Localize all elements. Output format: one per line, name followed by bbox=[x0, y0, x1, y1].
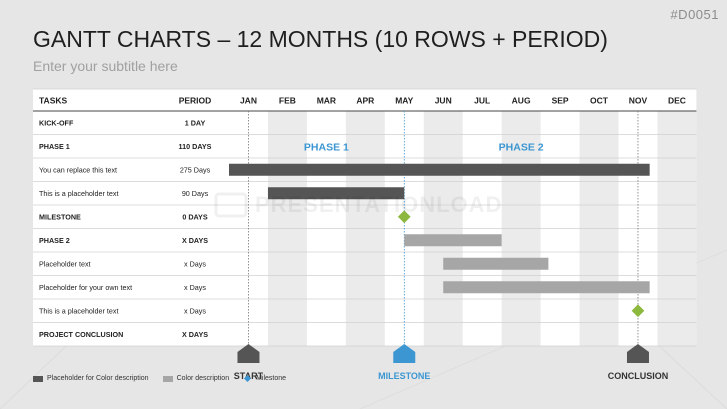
header-month-may: MAY bbox=[395, 96, 413, 106]
legend-item: Placeholder for Color description bbox=[33, 375, 149, 382]
legend: Placeholder for Color description Color d… bbox=[33, 374, 300, 383]
page-subtitle: Enter your subtitle here bbox=[33, 58, 178, 74]
row-period-value: 1 DAY bbox=[185, 118, 206, 127]
page-title: GANTT CHARTS – 12 MONTHS (10 ROWS + PERI… bbox=[33, 26, 608, 52]
phase-label: PHASE 2 bbox=[499, 142, 544, 154]
header-month-jun: JUN bbox=[435, 96, 452, 106]
row-period-value: x Days bbox=[184, 259, 206, 268]
gantt-bar bbox=[404, 234, 502, 247]
gantt-bar bbox=[229, 163, 650, 176]
row-task-label: Placeholder for your own text bbox=[39, 283, 132, 292]
header-month-jan: JAN bbox=[240, 96, 257, 106]
legend-label: Color description bbox=[176, 375, 230, 382]
phase-label: PHASE 1 bbox=[304, 142, 349, 154]
header-month-aug: AUG bbox=[512, 96, 531, 106]
legend-label: Placeholder for Color description bbox=[47, 375, 149, 382]
gantt-bar bbox=[443, 281, 650, 294]
row-period-value: 275 Days bbox=[180, 165, 211, 174]
header-month-jul: JUL bbox=[474, 96, 490, 106]
milestone-diamond bbox=[397, 210, 411, 224]
marker-shape bbox=[237, 344, 260, 363]
row-period-value: X DAYS bbox=[182, 236, 208, 245]
header-month-dec: DEC bbox=[668, 96, 686, 106]
header-month-sep: SEP bbox=[552, 96, 569, 106]
row-task-label: PHASE 2 bbox=[39, 236, 70, 245]
row-task-label: You can replace this text bbox=[39, 165, 117, 174]
legend-color-swatch bbox=[162, 375, 173, 382]
legend-item: Color description bbox=[162, 375, 230, 382]
row-task-label: Placeholder text bbox=[39, 259, 91, 268]
header-month-oct: OCT bbox=[590, 96, 609, 106]
legend-label: Milestone bbox=[256, 375, 287, 382]
row-period-value: 90 Days bbox=[182, 189, 209, 198]
gantt-bar bbox=[267, 187, 405, 200]
marker-label: MILESTONE bbox=[378, 371, 430, 381]
watermark-text: PRESENTATIONLOAD bbox=[255, 192, 502, 217]
marker-shape bbox=[393, 344, 416, 363]
header-tasks: TASKS bbox=[39, 96, 68, 106]
row-task-label: PHASE 1 bbox=[39, 142, 70, 151]
watermark-logo bbox=[214, 192, 248, 218]
header-period: PERIOD bbox=[179, 96, 212, 106]
row-period-value: X DAYS bbox=[182, 330, 208, 339]
marker-label: CONCLUSION bbox=[608, 371, 669, 381]
marker-shape bbox=[626, 344, 649, 363]
gantt-bar bbox=[443, 257, 549, 270]
header-month-feb: FEB bbox=[279, 96, 296, 106]
header-month-mar: MAR bbox=[317, 96, 336, 106]
row-period-value: 0 DAYS bbox=[182, 212, 208, 221]
row-task-label: PROJECT CONCLUSION bbox=[39, 330, 123, 339]
row-task-label: MILESTONE bbox=[39, 212, 81, 221]
slide-code: #D0051 bbox=[670, 7, 719, 22]
row-period-value: 110 DAYS bbox=[179, 142, 212, 151]
legend-item: Milestone bbox=[243, 374, 287, 383]
row-task-label: This is a placeholder text bbox=[39, 189, 119, 198]
row-task-label: KICK-OFF bbox=[39, 118, 74, 127]
legend-diamond-swatch bbox=[244, 374, 252, 383]
header-month-nov: NOV bbox=[629, 96, 648, 106]
header-month-apr: APR bbox=[356, 96, 374, 106]
row-period-value: x Days bbox=[184, 306, 206, 315]
row-period-value: x Days bbox=[184, 283, 206, 292]
row-task-label: This is a placeholder text bbox=[39, 306, 119, 315]
legend-color-swatch bbox=[33, 375, 43, 382]
